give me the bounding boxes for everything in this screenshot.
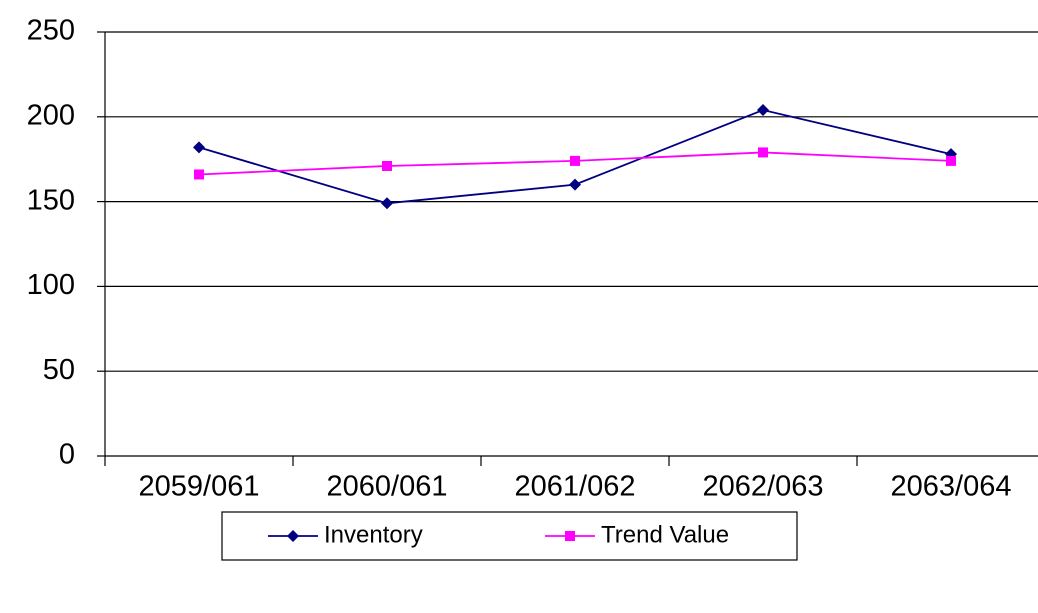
legend-label: Trend Value <box>601 521 729 548</box>
marker <box>757 104 769 117</box>
marker <box>381 197 393 210</box>
y-tick-label: 150 <box>27 184 75 216</box>
x-tick-label: 2061/062 <box>515 471 636 503</box>
legend-label: Inventory <box>324 521 423 548</box>
legend-marker <box>287 530 299 542</box>
x-tick-label: 2059/061 <box>139 471 260 503</box>
x-tick-label: 2063/064 <box>891 471 1012 503</box>
y-tick-label: 0 <box>59 439 75 471</box>
marker <box>946 155 956 166</box>
marker <box>194 169 204 180</box>
y-tick-label: 250 <box>27 15 75 47</box>
marker <box>569 178 581 191</box>
marker <box>758 147 768 158</box>
marker <box>570 155 580 166</box>
y-tick-label: 50 <box>43 354 75 386</box>
legend-marker <box>565 531 575 541</box>
marker <box>193 141 205 154</box>
x-tick-label: 2062/063 <box>703 471 824 503</box>
x-tick-label: 2060/061 <box>327 471 448 503</box>
y-tick-label: 100 <box>27 269 75 301</box>
y-tick-label: 200 <box>27 99 75 131</box>
marker <box>382 160 392 171</box>
